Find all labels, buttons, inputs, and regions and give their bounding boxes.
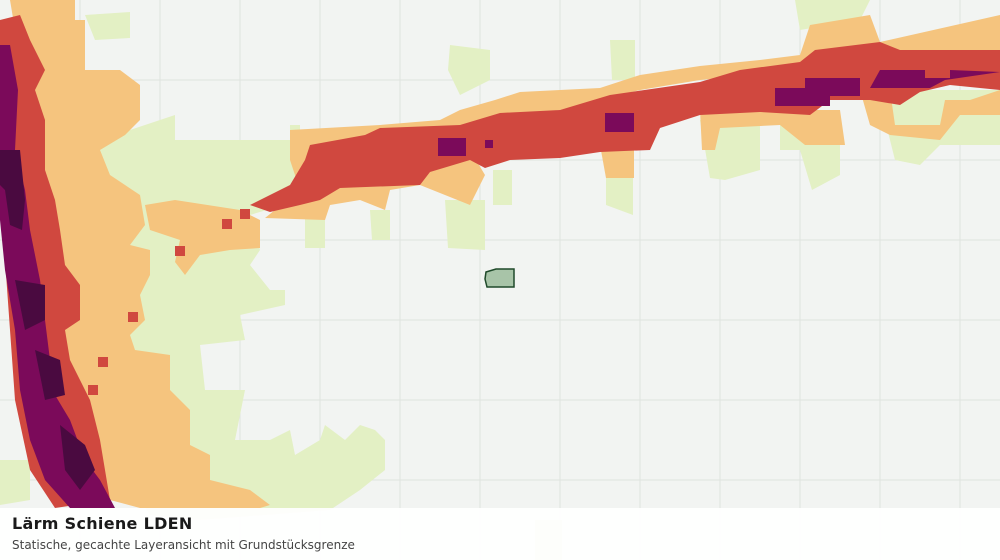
noise-zone-extreme [0, 150, 95, 490]
noise-zone-very-high [0, 45, 1000, 508]
parcel-boundary[interactable] [484, 268, 515, 288]
layer-title: Lärm Schiene LDEN [12, 514, 193, 533]
legend-panel: Lärm Schiene LDEN Statische, gecachte La… [0, 508, 1000, 560]
layer-subtitle: Statische, gecachte Layeransicht mit Gru… [12, 538, 355, 552]
